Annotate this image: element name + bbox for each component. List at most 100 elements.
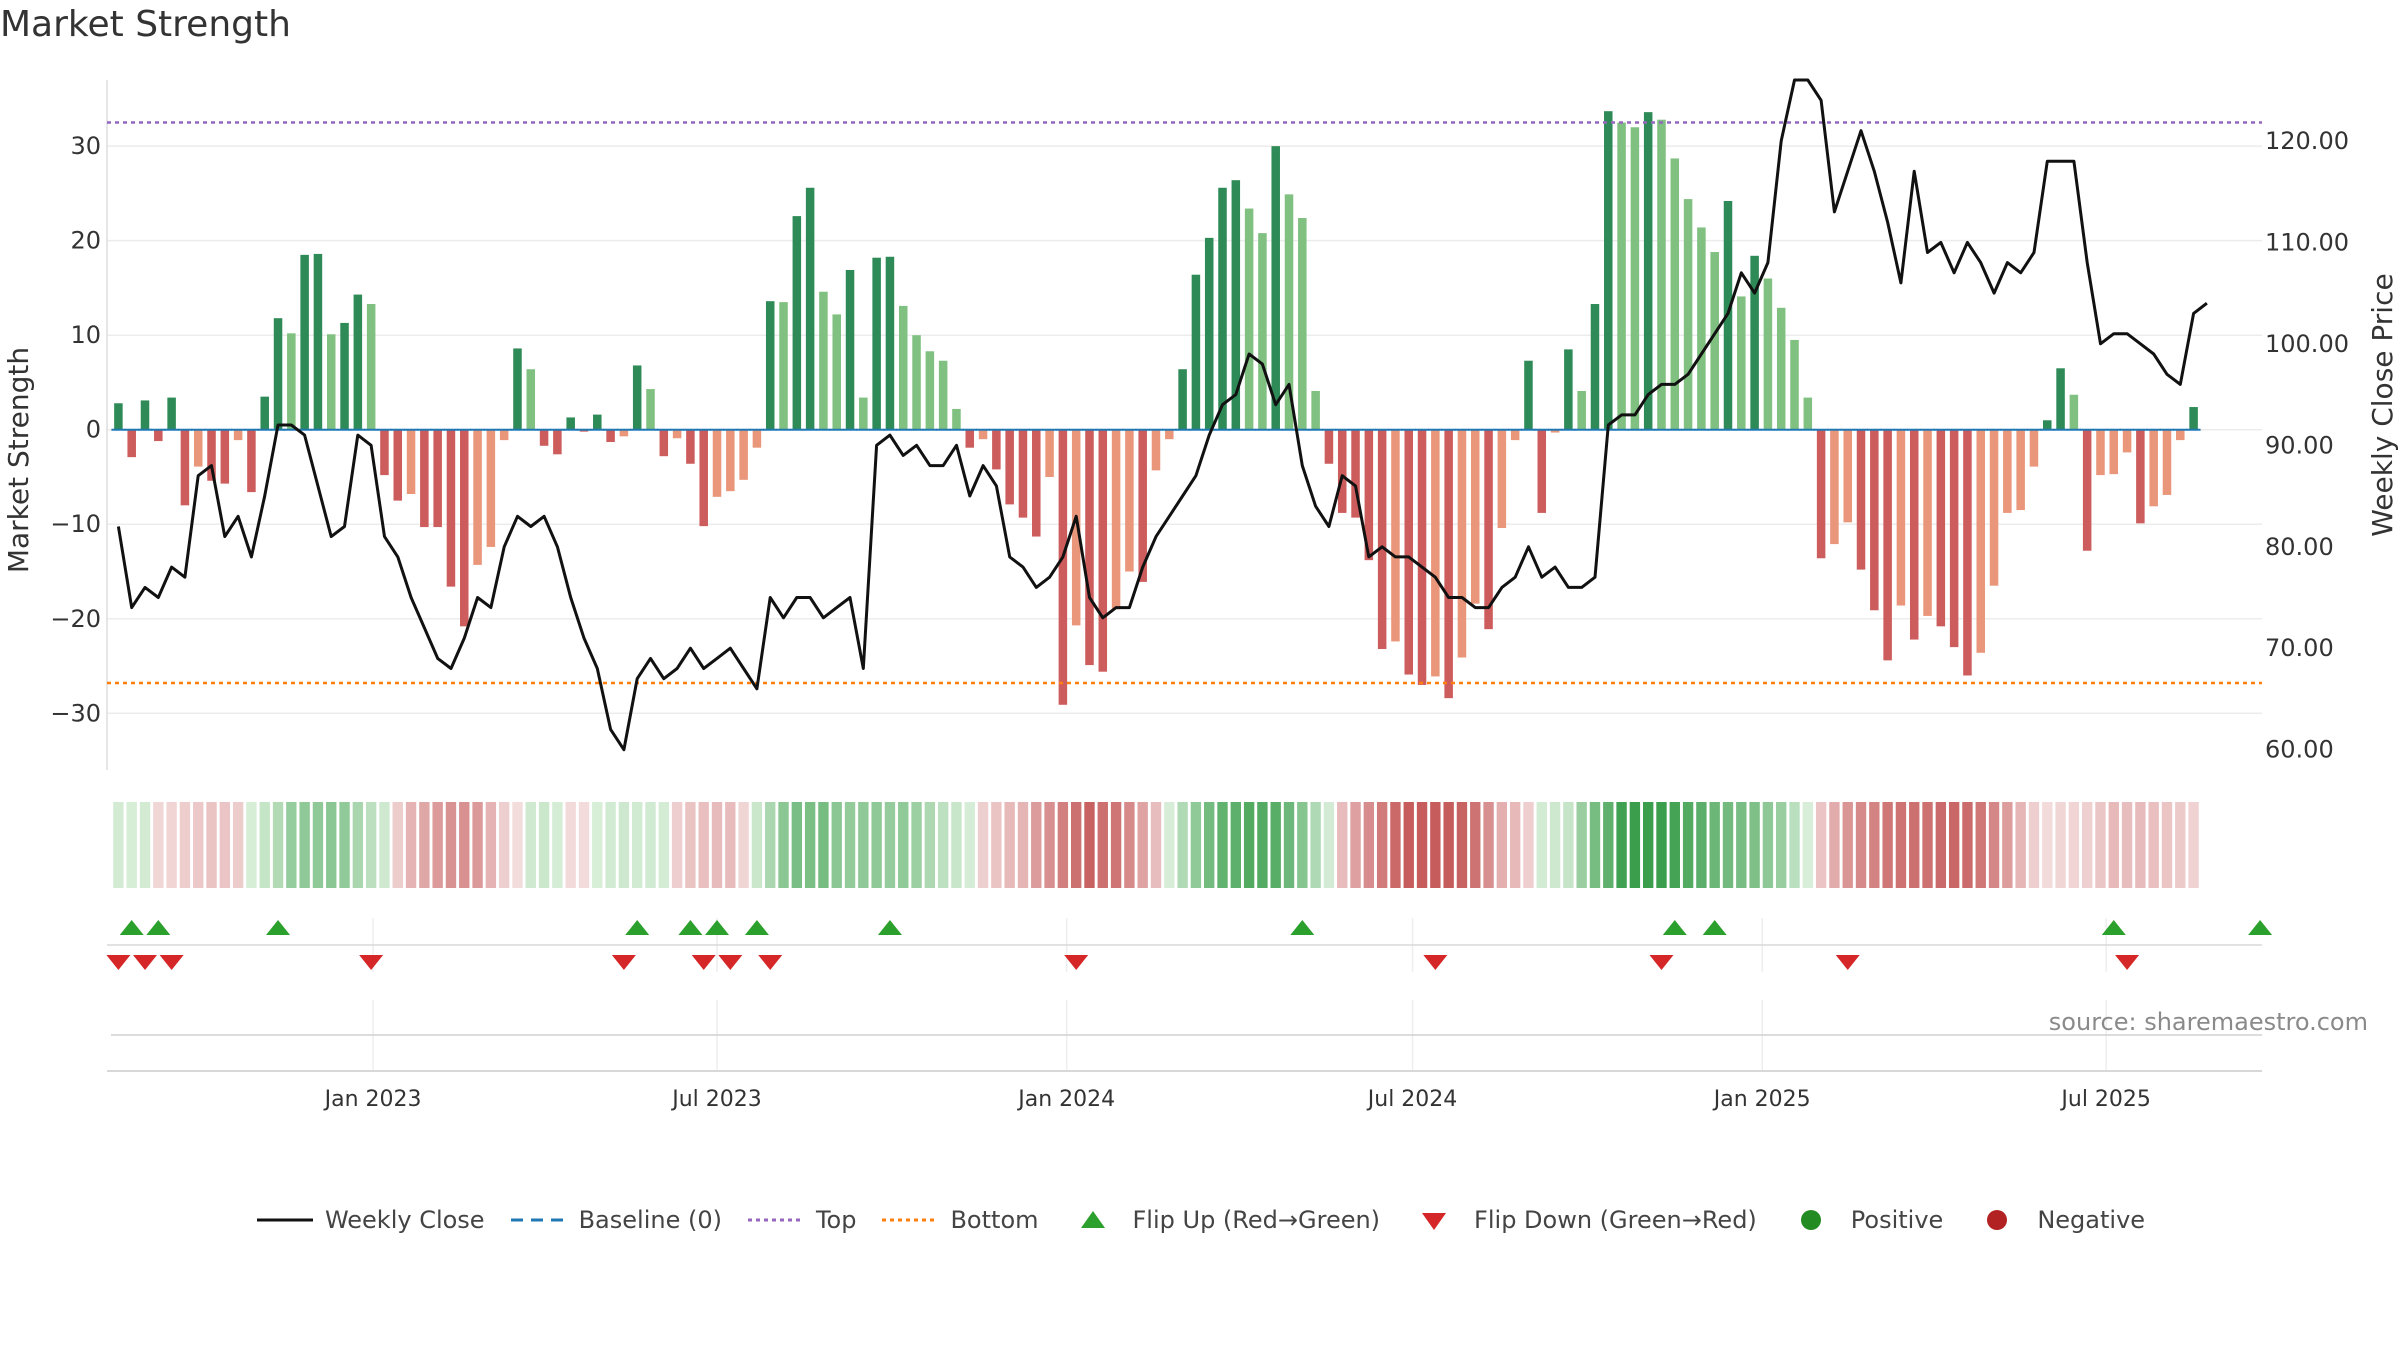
y-tick-label-right: 60.00 <box>2265 736 2334 764</box>
heat-strip-cell <box>2028 802 2040 888</box>
heat-strip-cell <box>1935 802 1947 888</box>
strength-bar <box>1976 429 1986 653</box>
y-tick-label-left: 30 <box>70 132 101 160</box>
heat-strip-cell <box>512 802 523 888</box>
strength-bar <box>1005 429 1014 505</box>
strength-bar <box>1204 237 1214 430</box>
strength-bar <box>420 429 429 528</box>
strength-bar <box>1151 429 1161 471</box>
heat-strip-cell <box>126 802 137 888</box>
heat-strip-cell <box>1802 802 1814 888</box>
strength-bar <box>180 429 190 506</box>
heat-strip-cell <box>1909 802 1920 888</box>
strength-bar <box>1830 429 1839 545</box>
heat-strip-cell <box>884 802 896 888</box>
heat-strip-cell <box>831 802 842 888</box>
strength-bar <box>2162 429 2172 495</box>
heat-strip-cell <box>2161 802 2173 888</box>
heat-strip-cell <box>1842 802 1853 888</box>
strength-bar <box>898 305 908 430</box>
heat-strip-cell <box>1483 802 1494 888</box>
legend-item-negative[interactable]: Negative <box>1967 1206 2145 1234</box>
strength-bar <box>1364 429 1374 561</box>
strength-bar <box>2189 407 2198 430</box>
legend-item-baseline[interactable]: Baseline (0) <box>509 1206 722 1234</box>
strength-bar <box>1058 429 1068 705</box>
heat-strip-cell <box>671 802 683 888</box>
heat-strip-cell <box>632 802 643 888</box>
strength-bar <box>154 429 163 442</box>
heat-strip-cell <box>818 802 829 888</box>
legend-item-flip-down[interactable]: Flip Down (Green→Red) <box>1404 1206 1757 1234</box>
heat-strip-cell <box>1682 802 1694 888</box>
strength-bar <box>1111 429 1121 610</box>
heat-strip-cell <box>1137 802 1148 888</box>
y-tick-label-right: 80.00 <box>2265 533 2334 561</box>
flip-down-marker <box>159 955 184 970</box>
strength-bar <box>978 429 988 440</box>
heat-strip-cell <box>698 802 709 888</box>
legend: Weekly Close Baseline (0) Top Bottom Fli… <box>0 1200 2400 1240</box>
heat-strip-cell <box>432 802 443 888</box>
heat-strip-cell <box>405 802 417 888</box>
strength-bar <box>1803 397 1813 430</box>
flip-up-marker <box>877 920 902 935</box>
heat-strip-cell <box>113 802 124 888</box>
strength-bar <box>1311 390 1320 430</box>
flip-up-marker <box>1662 920 1687 935</box>
legend-item-positive[interactable]: Positive <box>1781 1206 1943 1234</box>
heat-strip-cell <box>2081 802 2093 888</box>
legend-item-flip-up[interactable]: Flip Up (Red→Green) <box>1063 1206 1380 1234</box>
heat-strip-cell <box>1496 802 1508 888</box>
strength-bar <box>1032 429 1041 537</box>
strength-bar <box>353 294 363 430</box>
legend-label: Weekly Close <box>324 1206 485 1234</box>
strength-bar <box>2082 429 2092 551</box>
strength-bar <box>686 429 695 464</box>
strength-bar <box>2003 429 2012 513</box>
heat-strip-cell <box>1403 802 1414 888</box>
strength-bar <box>1670 158 1680 430</box>
heat-strip-cell <box>1430 802 1441 888</box>
strength-bar <box>300 254 309 430</box>
strength-bar <box>792 216 802 430</box>
heat-strip-cell <box>751 802 763 888</box>
legend-item-top[interactable]: Top <box>746 1206 856 1234</box>
heat-strip-cell <box>592 802 603 888</box>
strength-bar <box>2029 429 2039 467</box>
flip-down-marker <box>1064 955 1089 970</box>
y-tick-label-right: 120.00 <box>2265 127 2349 155</box>
heat-strip-cell <box>1576 802 1587 888</box>
heat-strip-cell <box>1257 802 1268 888</box>
strength-bar <box>140 400 150 430</box>
heat-strip-cell <box>1523 802 1534 888</box>
heat-strip-cell <box>2055 802 2066 888</box>
heat-strip-cell <box>1563 802 1574 888</box>
heat-strip-cell <box>1031 802 1042 888</box>
heat-strip-cell <box>991 802 1002 888</box>
heat-strip-cell <box>286 802 297 888</box>
strength-bar <box>460 429 469 627</box>
strength-bar <box>1843 429 1852 523</box>
heat-strip-cell <box>1642 802 1654 888</box>
strength-bar <box>1763 278 1773 430</box>
strength-bar <box>632 365 642 430</box>
strength-bar <box>2149 429 2158 507</box>
heat-strip-cell <box>924 802 936 888</box>
flip-down-marker <box>106 955 131 970</box>
legend-item-bottom[interactable]: Bottom <box>880 1206 1039 1234</box>
heat-strip-cell <box>352 802 364 888</box>
strength-bar <box>1790 339 1799 430</box>
strength-bar <box>1697 227 1706 430</box>
heat-strip-cell <box>365 802 377 888</box>
strength-bar <box>1470 429 1480 604</box>
heat-strip-cell <box>445 802 457 888</box>
strength-bar <box>313 253 323 430</box>
strength-bar <box>925 351 935 430</box>
dotted-line-icon <box>747 1218 804 1222</box>
heat-strip-cell <box>1416 802 1428 888</box>
y-tick-label-left: 20 <box>70 227 101 255</box>
legend-item-weekly-close[interactable]: Weekly Close <box>255 1206 485 1234</box>
heat-strip-cell <box>977 802 989 888</box>
heat-strip-cell <box>2002 802 2013 888</box>
